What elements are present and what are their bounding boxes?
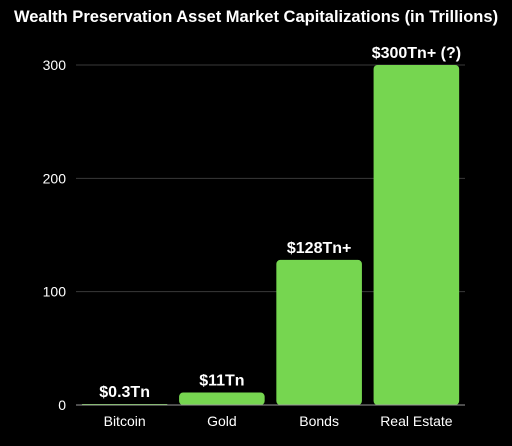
y-tick-label: 300 (43, 57, 67, 73)
y-tick-label: 100 (43, 284, 67, 300)
x-tick-label: Gold (207, 413, 237, 429)
bar-gold (179, 392, 265, 405)
bar-bonds (276, 259, 362, 405)
data-label: $0.3Tn (99, 384, 150, 401)
chart-title: Wealth Preservation Asset Market Capital… (13, 8, 499, 26)
y-tick-label: 200 (43, 170, 67, 186)
bar-real-estate (373, 65, 460, 405)
x-tick-label: Bonds (299, 413, 339, 429)
x-tick-label: Real Estate (380, 413, 453, 429)
y-tick-label: 0 (58, 397, 66, 413)
data-label: $300Tn+ (?) (372, 45, 461, 62)
data-label: $11Tn (199, 373, 244, 390)
x-tick-label: Bitcoin (104, 413, 146, 429)
data-label: $128Tn+ (287, 240, 351, 257)
